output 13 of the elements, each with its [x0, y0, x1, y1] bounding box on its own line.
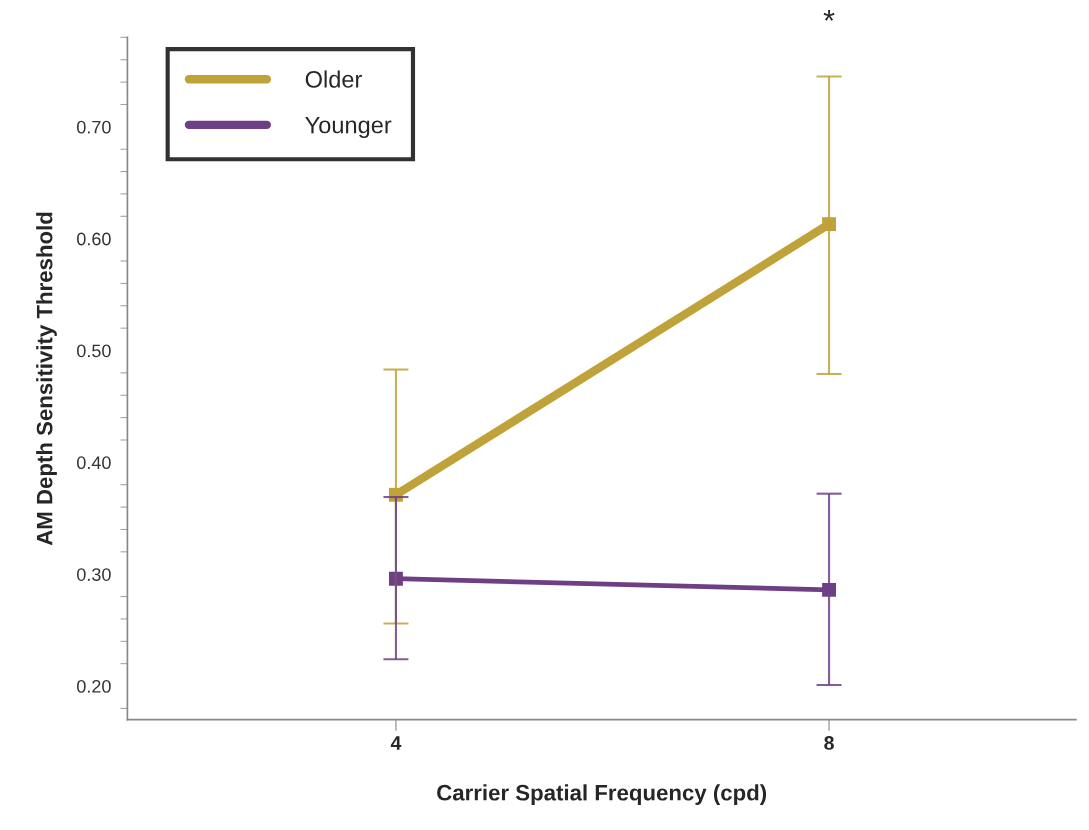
y-tick-label: 0.40 [77, 456, 111, 470]
text: * [823, 9, 835, 21]
y-tick-label: 0.50 [77, 344, 111, 358]
x-tick-label: 8 [824, 736, 834, 750]
y-tick-label: 0.70 [77, 120, 111, 134]
y-tick-label: 0.30 [77, 568, 111, 581]
x-tick-label: 4 [390, 736, 402, 750]
x-axis-title: Carrier Spatial Frequency (cpd) [437, 784, 767, 805]
y-tick-label: 0.20 [77, 679, 111, 693]
legend-label: Older [305, 70, 362, 88]
legend-label: Younger [305, 116, 392, 139]
y-axis-title: AM Depth Sensitivity Threshold [36, 212, 57, 546]
y-tick-label: 0.60 [77, 232, 111, 246]
